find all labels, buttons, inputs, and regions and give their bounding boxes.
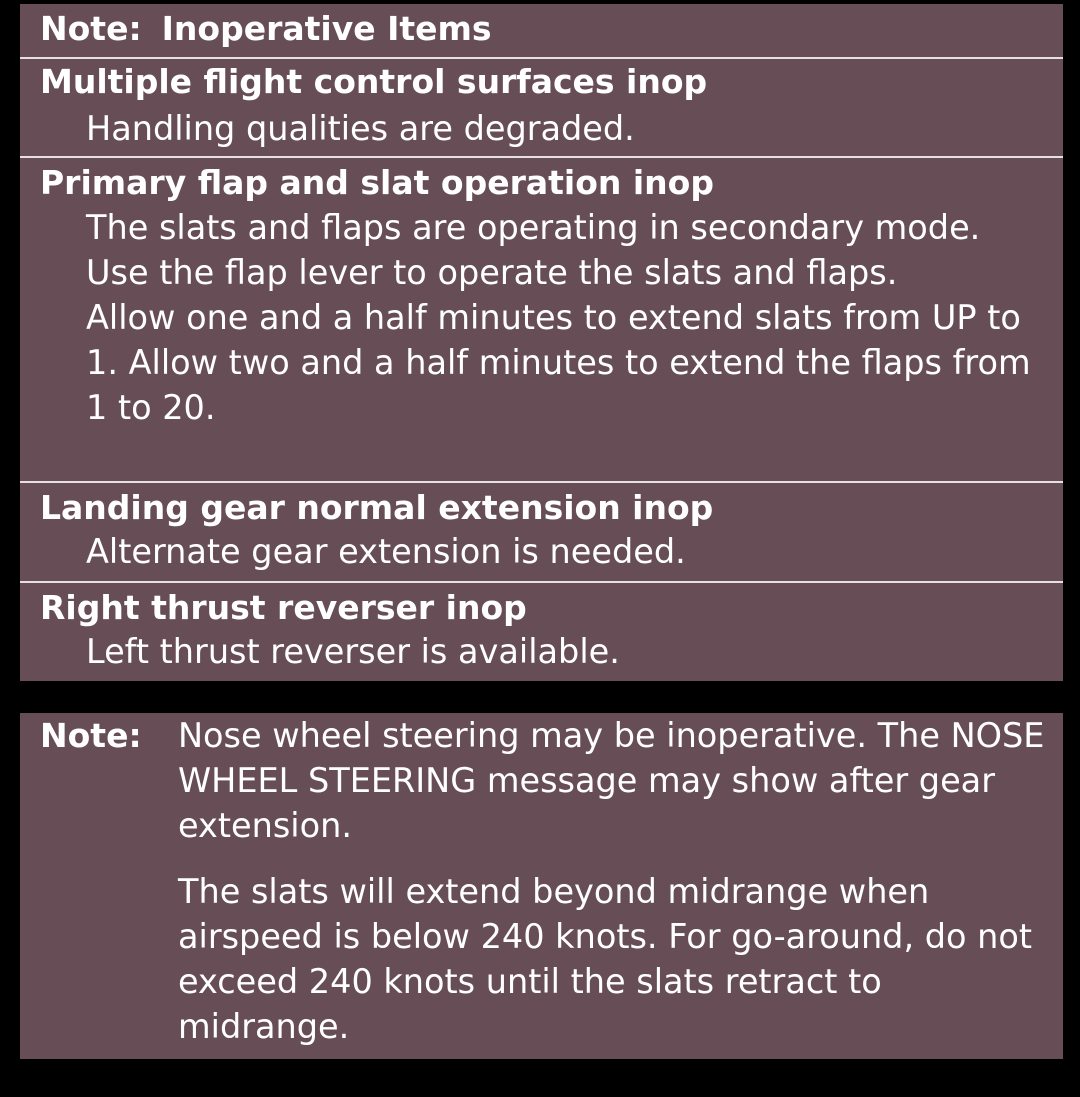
- steering-note-panel: Note: Nose wheel steering may be inopera…: [20, 713, 1063, 1059]
- divider: [20, 581, 1063, 583]
- item-description: The slats and flaps are operating in sec…: [86, 205, 1046, 430]
- divider: [20, 481, 1063, 483]
- item-title: Multiple flight control surfaces inop: [40, 62, 708, 101]
- item-paragraph: Allow one and a half minutes to extend s…: [86, 298, 1031, 427]
- item-paragraph: Left thrust reverser is available.: [86, 632, 620, 671]
- inop-item-landing-gear: Landing gear normal extension inop Alter…: [20, 483, 1063, 580]
- inop-item-thrust-reverser: Right thrust reverser inop Left thrust r…: [20, 583, 1063, 681]
- note-label: Note:: [40, 9, 142, 48]
- note-heading-title: Inoperative Items: [161, 9, 492, 48]
- inoperative-items-panel: Note: Inoperative Items Multiple flight c…: [20, 4, 1063, 681]
- divider: [20, 156, 1063, 158]
- item-paragraph: Alternate gear extension is needed.: [86, 532, 686, 571]
- note-label: Note:: [40, 716, 142, 755]
- inop-item-flight-controls: Multiple flight control surfaces inop Ha…: [20, 59, 1063, 157]
- divider: [20, 57, 1063, 59]
- item-title: Primary flap and slat operation inop: [40, 163, 714, 202]
- item-description: Left thrust reverser is available.: [86, 629, 1046, 674]
- note-paragraph: Nose wheel steering may be inoperative. …: [178, 716, 1045, 845]
- inoperative-items-heading: Note: Inoperative Items: [20, 4, 1063, 58]
- item-title: Landing gear normal extension inop: [40, 488, 714, 527]
- item-description: Handling qualities are degraded.: [86, 106, 1046, 151]
- item-description: Alternate gear extension is needed.: [86, 529, 1046, 574]
- inop-item-flap-slat: Primary flap and slat operation inop The…: [20, 158, 1063, 481]
- item-paragraph: Handling qualities are degraded.: [86, 109, 635, 148]
- item-paragraph: The slats and flaps are operating in sec…: [86, 208, 981, 292]
- item-title: Right thrust reverser inop: [40, 588, 527, 627]
- note-paragraph: The slats will extend beyond midrange wh…: [178, 872, 1033, 1046]
